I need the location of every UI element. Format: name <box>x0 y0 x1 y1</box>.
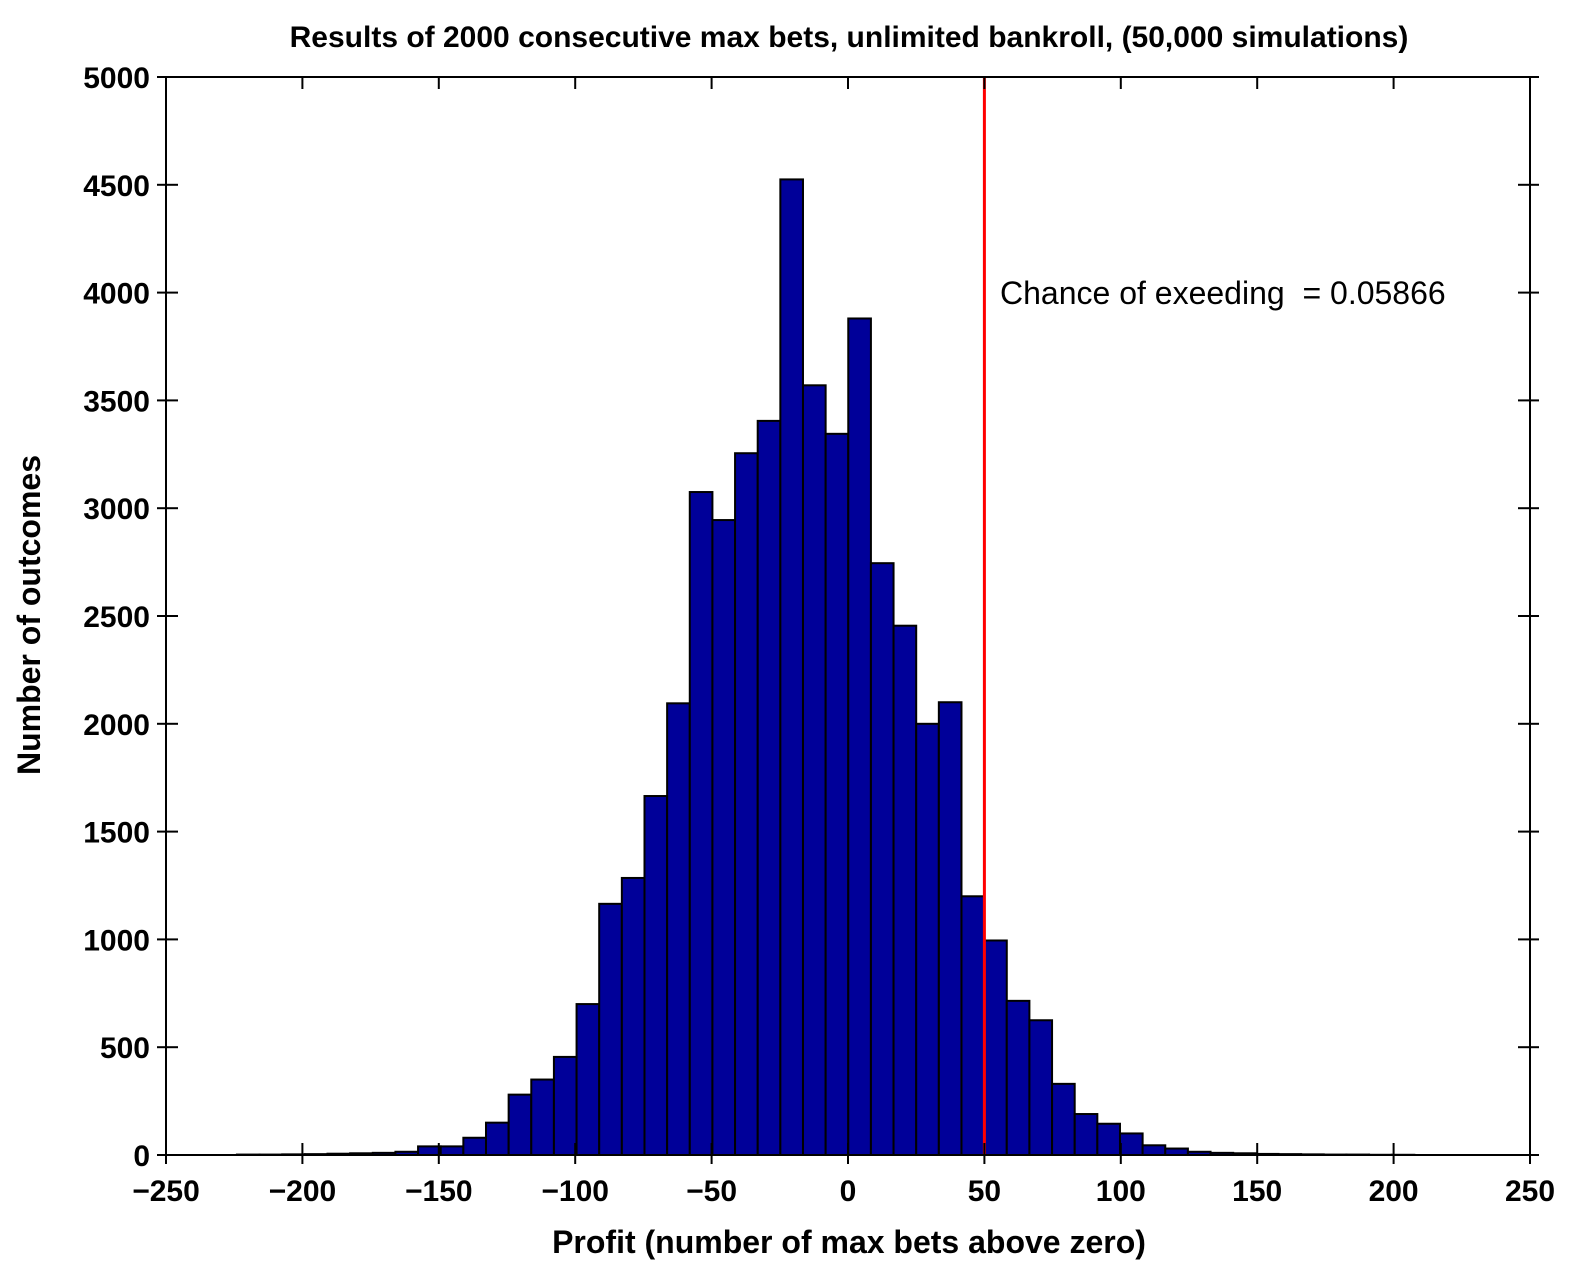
histogram-bar <box>711 519 737 1156</box>
x-tick-label: −150 <box>405 1175 473 1208</box>
histogram-bar <box>439 1145 465 1156</box>
histogram-bar <box>1005 999 1031 1157</box>
x-tick-label: −250 <box>132 1175 200 1208</box>
histogram-bar <box>643 795 669 1156</box>
y-tick-label: 4000 <box>83 278 150 311</box>
histogram-bar <box>552 1055 578 1156</box>
histogram-bar <box>824 432 850 1156</box>
x-tick-label: 250 <box>1505 1175 1555 1208</box>
histogram-bar <box>734 452 759 1156</box>
histogram-bar <box>666 702 691 1156</box>
histogram-bar <box>983 939 1008 1157</box>
histogram-bar <box>937 701 963 1156</box>
histogram-bar <box>779 178 804 1157</box>
x-tick-label: −100 <box>541 1175 609 1208</box>
histogram-bar <box>801 384 827 1157</box>
histogram-bar <box>847 317 872 1156</box>
y-tick-label: 0 <box>133 1140 150 1173</box>
x-tick-label: 200 <box>1369 1175 1419 1208</box>
histogram-bar <box>598 902 623 1156</box>
y-tick-label: 4500 <box>83 170 150 203</box>
histogram-bar <box>915 722 940 1156</box>
histogram-bar <box>1028 1019 1054 1156</box>
y-tick-label: 3500 <box>83 385 150 418</box>
histogram-bar <box>417 1145 442 1156</box>
histogram-bar <box>688 491 714 1156</box>
chart-title: Results of 2000 consecutive max bets, un… <box>290 21 1409 54</box>
histogram-bar <box>1118 1132 1144 1156</box>
histogram-bar <box>530 1078 555 1157</box>
y-axis-label: Number of outcomes <box>11 455 47 775</box>
histogram-bar <box>1096 1122 1121 1157</box>
histogram-bar <box>1051 1082 1076 1157</box>
y-tick-label: 2000 <box>83 709 150 742</box>
x-axis-label: Profit (number of max bets above zero) <box>552 1224 1146 1260</box>
histogram-bar <box>507 1093 533 1156</box>
probability-annotation: Chance of exeeding = 0.05866 <box>1000 275 1446 311</box>
x-tick-label: 0 <box>840 1175 857 1208</box>
histogram-bar <box>1141 1144 1167 1156</box>
x-tick-label: 100 <box>1096 1175 1146 1208</box>
histogram-bar <box>756 419 782 1156</box>
bars-group <box>235 178 1416 1157</box>
histogram-bar <box>1073 1113 1099 1157</box>
ticks-group: −250 −200 −150 −100 −50 0 50 100 150 200 250050010… <box>83 62 1555 1208</box>
y-tick-label: 1000 <box>83 924 150 957</box>
histogram-bar <box>462 1136 487 1156</box>
y-tick-label: 2500 <box>83 601 150 634</box>
x-tick-label: 50 <box>968 1175 1001 1208</box>
y-tick-label: 500 <box>100 1032 150 1065</box>
histogram-bar <box>869 562 895 1156</box>
x-tick-label: −200 <box>269 1175 337 1208</box>
histogram-bar <box>620 876 646 1156</box>
y-tick-label: 1500 <box>83 817 150 850</box>
x-tick-label: −50 <box>686 1175 737 1208</box>
y-tick-label: 5000 <box>83 62 150 95</box>
histogram-bar <box>960 895 986 1157</box>
histogram-bar <box>484 1121 510 1157</box>
histogram-bar <box>575 1003 601 1157</box>
histogram-bar <box>892 624 918 1156</box>
y-tick-label: 3000 <box>83 493 150 526</box>
x-tick-label: 150 <box>1232 1175 1282 1208</box>
